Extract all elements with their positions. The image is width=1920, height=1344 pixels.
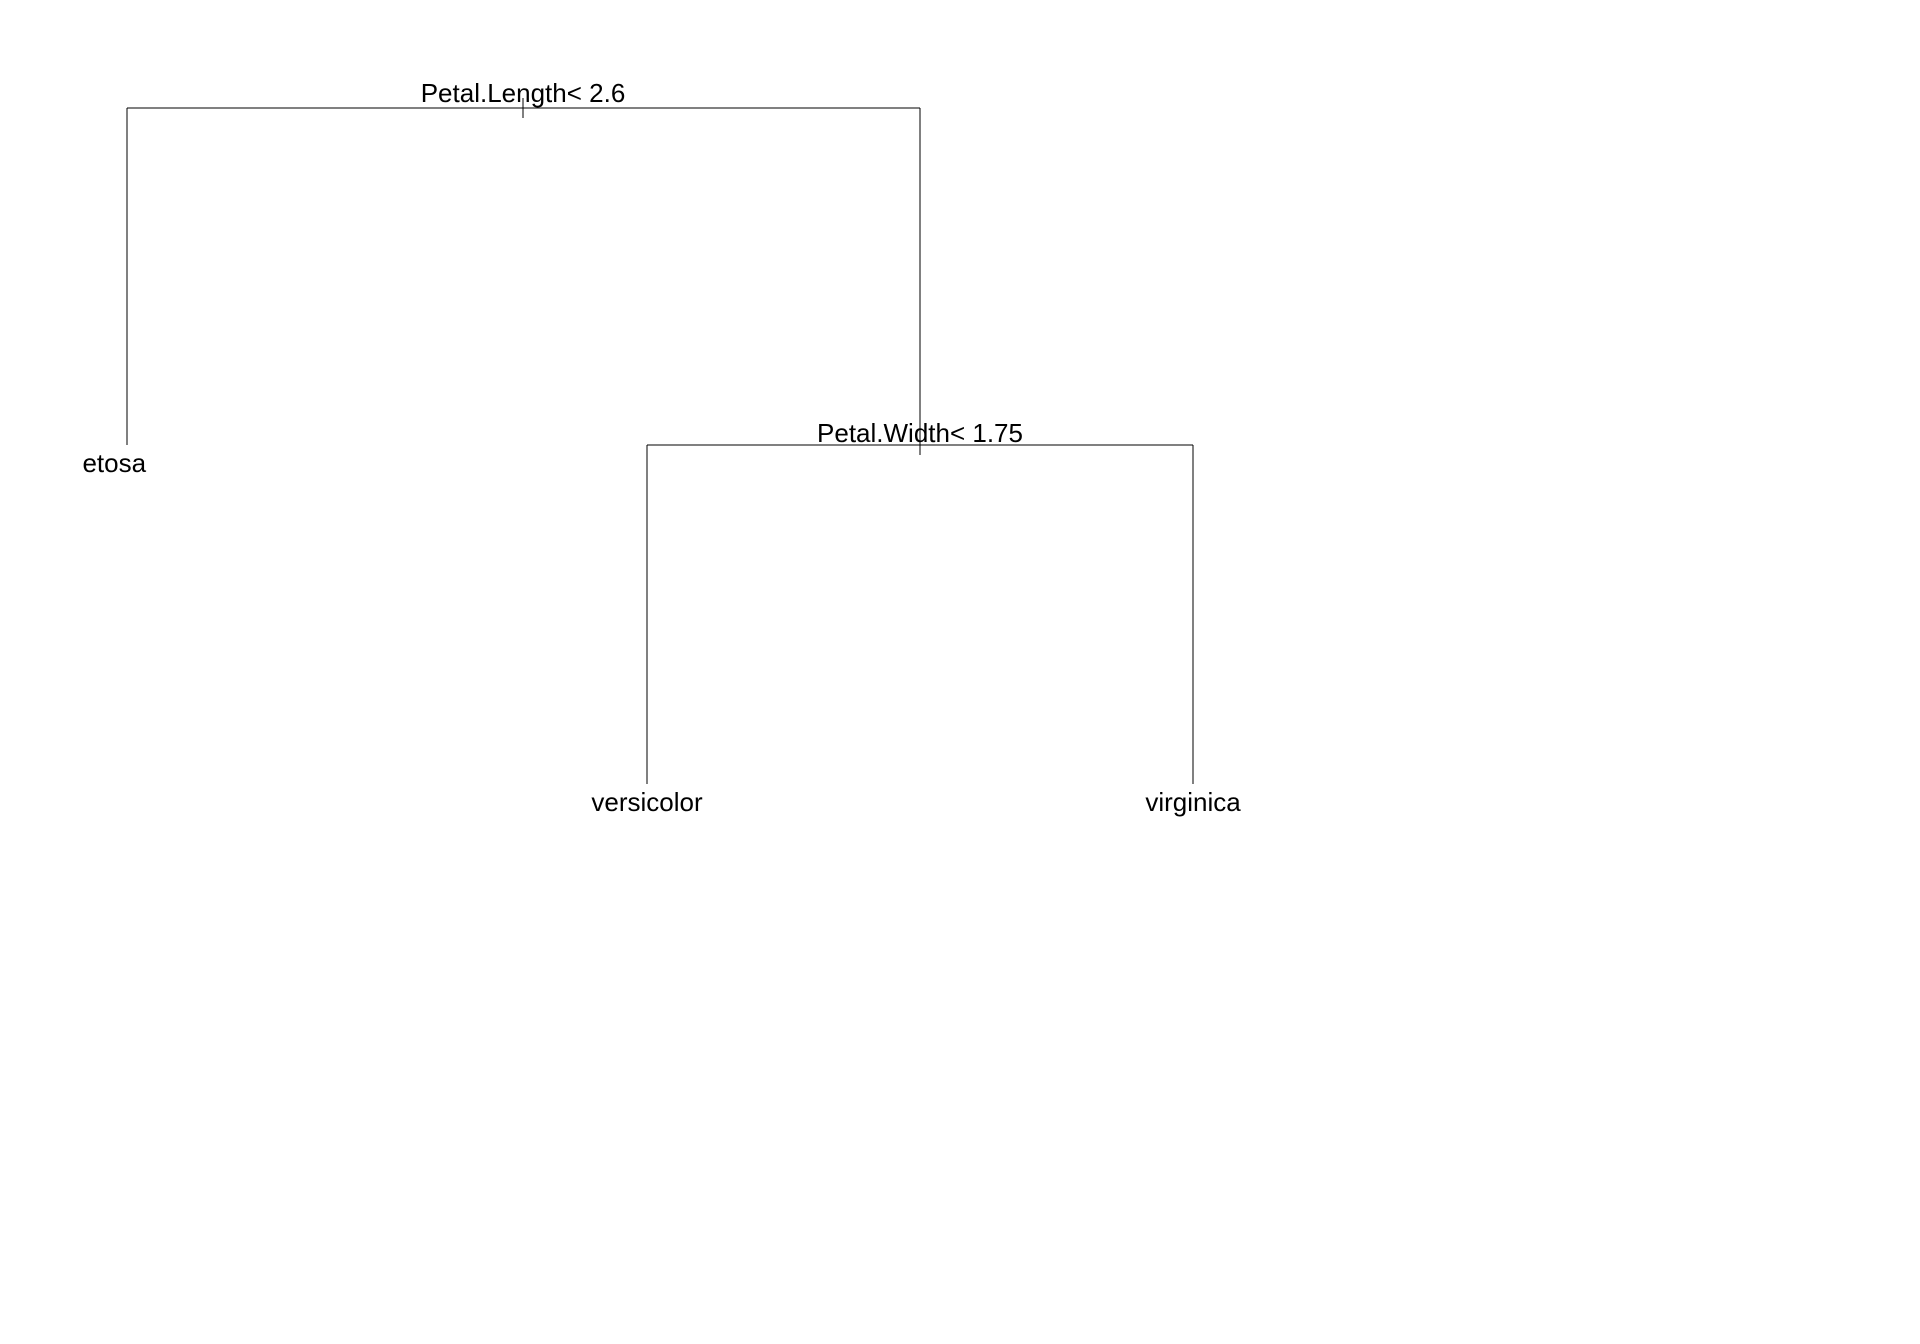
leaf-label-virginica: virginica	[1145, 787, 1240, 818]
leaf-label-versicolor: versicolor	[591, 787, 702, 818]
split-label-n2: Petal.Width< 1.75	[817, 418, 1023, 449]
decision-tree-svg	[0, 0, 1920, 1344]
leaf-label-setosa: etosa	[82, 448, 146, 479]
split-label-root: Petal.Length< 2.6	[421, 78, 626, 109]
